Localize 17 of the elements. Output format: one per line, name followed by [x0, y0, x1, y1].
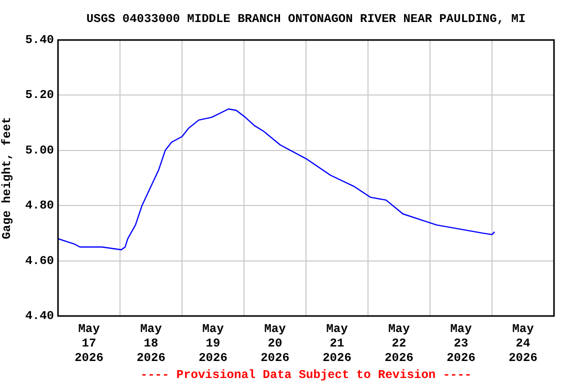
y-tick-label: 4.40 [25, 309, 54, 324]
y-tick-label: 4.80 [25, 198, 54, 213]
x-tick-label: May 18 2026 [136, 322, 166, 366]
text: ---- Provisional Data Subject to Revision ---- [140, 368, 472, 382]
y-axis-title: Gage height, feet [0, 116, 14, 240]
x-tick-label: May 23 2026 [446, 322, 476, 366]
y-tick-label: 5.40 [25, 33, 54, 48]
x-tick-label: May 24 2026 [508, 322, 538, 366]
y-tick-label: 5.00 [25, 143, 54, 158]
x-tick-label: May 19 2026 [198, 322, 228, 366]
x-tick-label: May 20 2026 [260, 322, 290, 366]
x-tick-label: May 22 2026 [384, 322, 414, 366]
y-tick-label: 4.60 [25, 254, 54, 268]
x-tick-label: May 17 2026 [74, 322, 104, 366]
chart-title: USGS 04033000 MIDDLE BRANCH ONTONAGON RIVER NEAR PAULDING, MI [86, 12, 526, 26]
y-tick-label: 5.20 [25, 88, 54, 102]
x-tick-label: May 21 2026 [322, 322, 352, 366]
